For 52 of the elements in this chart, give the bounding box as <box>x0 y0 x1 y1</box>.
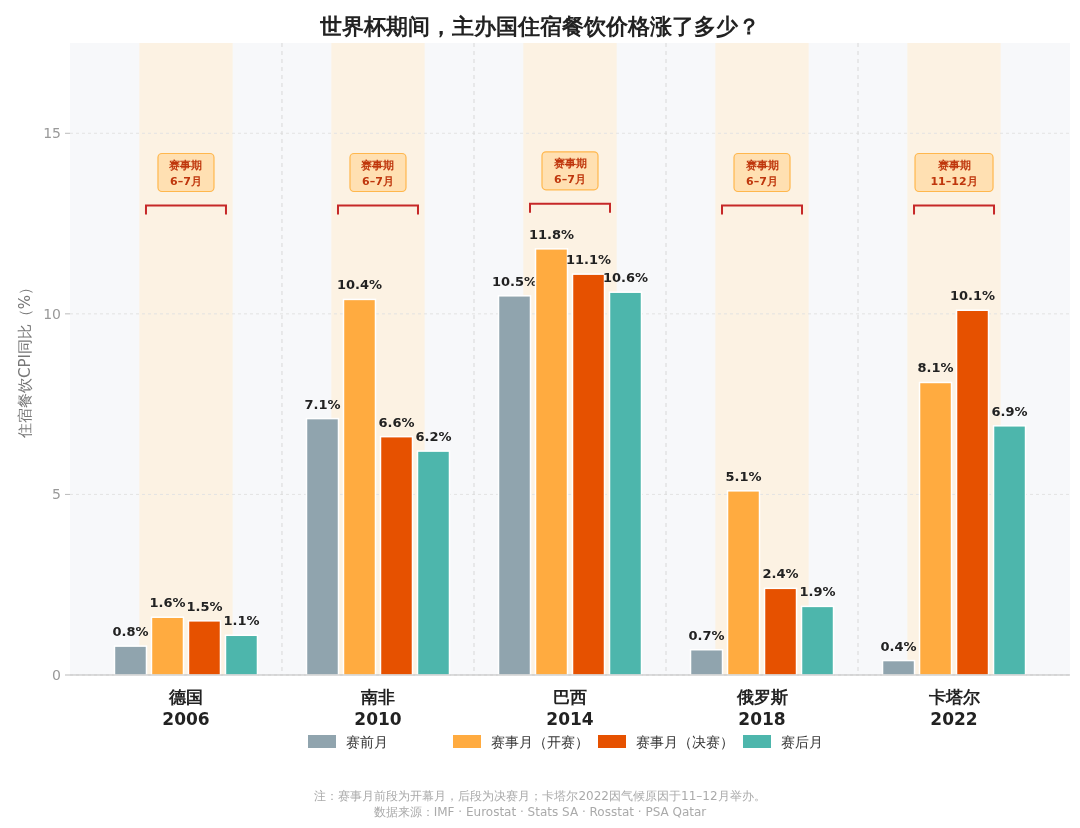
data-label: 11.8% <box>528 226 575 242</box>
data-label: 0.7% <box>688 627 725 643</box>
y-tick-label: 0 <box>52 667 61 683</box>
band-label: 赛事期 6–7月 <box>168 158 203 188</box>
legend-label: 赛事月（决赛） <box>636 734 734 750</box>
x-tick-label: 卡塔尔 2022 <box>927 687 981 729</box>
data-label: 6.9% <box>991 403 1028 419</box>
band-label: 赛事期 6–7月 <box>360 158 395 188</box>
x-tick-label: 巴西 2014 <box>546 687 594 729</box>
x-tick-label: 俄罗斯 2018 <box>735 687 788 729</box>
y-tick-label: 10 <box>43 305 61 322</box>
legend-label: 赛前月 <box>346 734 388 750</box>
data-label: 1.9% <box>799 584 836 600</box>
bar <box>342 298 377 676</box>
chart-title: 世界杯期间，主办国住宿餐饮价格涨了多少？ <box>319 14 760 39</box>
bar <box>150 616 185 676</box>
data-label: 10.5% <box>491 273 538 289</box>
bar <box>379 435 414 676</box>
bar <box>726 490 761 676</box>
band-label: 赛事期 6–7月 <box>744 158 779 188</box>
band-label: 赛事期 6–7月 <box>552 156 587 186</box>
bar <box>918 381 953 676</box>
data-label: 5.1% <box>725 468 762 484</box>
bar <box>534 248 569 676</box>
data-label: 11.1% <box>565 252 612 268</box>
data-label: 1.1% <box>223 613 260 629</box>
y-tick-label: 15 <box>43 125 61 142</box>
bar <box>187 620 222 676</box>
data-label: 6.2% <box>415 429 452 445</box>
data-label: 2.4% <box>762 566 799 582</box>
bar <box>955 309 990 676</box>
band-label: 赛事期 11–12月 <box>930 158 978 188</box>
data-label: 0.4% <box>880 638 917 654</box>
text: 注：赛事月前段为开幕月，后段为决赛月；卡塔尔2022因气候原因于11–12月举办。 <box>314 789 766 803</box>
data-label: 10.4% <box>336 277 383 293</box>
bar <box>763 587 798 676</box>
x-tick-label: 南非 2010 <box>354 687 402 729</box>
data-label: 1.6% <box>149 595 186 611</box>
legend-label: 赛后月 <box>781 734 823 750</box>
data-label: 10.1% <box>949 288 996 304</box>
data-label: 10.6% <box>602 270 649 286</box>
y-tick-label: 5 <box>52 486 61 503</box>
data-label: 8.1% <box>917 360 954 376</box>
data-label: 1.5% <box>186 598 223 614</box>
bar <box>571 273 606 676</box>
data-label: 6.6% <box>378 414 415 430</box>
source-note: 数据来源：IMF · Eurostat · Stats SA · Rosstat · PSA Qatar <box>373 805 707 819</box>
x-tick-label: 德国 2006 <box>162 687 210 729</box>
legend-label: 赛事月（开赛） <box>491 734 589 750</box>
y-axis-title: 住宿餐饮CPI同比（%） <box>16 279 34 440</box>
data-label: 0.8% <box>112 624 149 640</box>
data-label: 7.1% <box>304 396 341 412</box>
